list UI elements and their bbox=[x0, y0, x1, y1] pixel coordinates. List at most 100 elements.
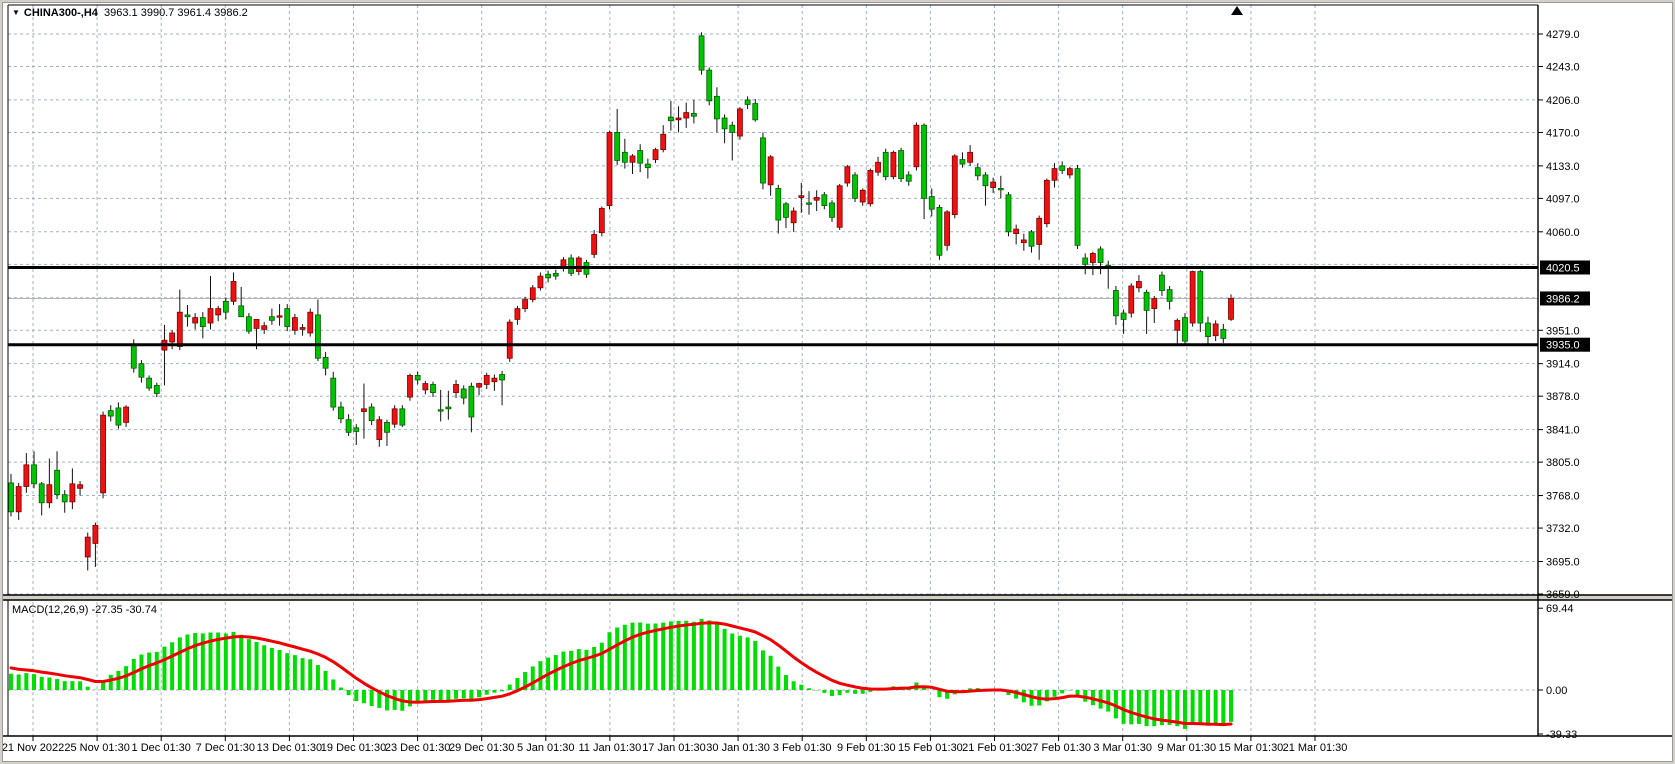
price-axis-label: 3659.0 bbox=[1546, 589, 1580, 601]
candle-body-bull bbox=[391, 408, 398, 425]
price-axis-label: 3695.0 bbox=[1546, 556, 1580, 568]
candle-body-bull bbox=[844, 166, 851, 184]
candle-body-bear bbox=[783, 203, 789, 218]
time-axis-label: 21 Nov 2022 bbox=[3, 742, 64, 754]
candle-body-bull bbox=[299, 327, 306, 330]
candle-body-bear bbox=[338, 406, 344, 420]
candle-body-bull bbox=[859, 189, 866, 203]
candle-body-bear bbox=[414, 375, 421, 381]
macd-axis-label: 0.00 bbox=[1546, 685, 1567, 697]
support-price-tag-text: 3935.0 bbox=[1546, 340, 1580, 352]
candle-body-bear bbox=[1143, 291, 1150, 311]
candle-body-bear bbox=[384, 421, 390, 433]
candle-body-bear bbox=[614, 132, 621, 161]
candle-body-bear bbox=[1159, 274, 1165, 291]
chart-title: ▼ CHINA300-,H4 3963.1 3990.7 3961.4 3986.… bbox=[12, 7, 248, 19]
time-axis-label: 5 Jan 01:30 bbox=[517, 742, 575, 754]
candle-body-bull bbox=[1151, 298, 1158, 309]
macd-main-value: -27.35 bbox=[91, 604, 123, 616]
candle-body-bear bbox=[760, 137, 766, 184]
candle-body-bull bbox=[951, 155, 958, 216]
candle-body-bull bbox=[1051, 168, 1058, 181]
candle-body-bear bbox=[445, 406, 452, 410]
candle-body-bear bbox=[1113, 290, 1119, 317]
candle-body-bear bbox=[138, 363, 145, 378]
candle-body-bear bbox=[974, 167, 981, 177]
candle-body-bear bbox=[38, 483, 45, 504]
candle-body-bull bbox=[491, 377, 498, 383]
candle-body-bull bbox=[215, 308, 222, 316]
price-axis-label: 4243.0 bbox=[1546, 62, 1580, 74]
time-axis[interactable]: 21 Nov 2022 25 Nov 01:30 1 Dec 01:30 7 Dec … bbox=[3, 736, 1347, 754]
candle-body-bull bbox=[261, 325, 268, 330]
candle-body-bull bbox=[867, 169, 874, 205]
candle-body-bull bbox=[813, 197, 820, 201]
candle-body-bear bbox=[345, 419, 352, 433]
candle-body-bull bbox=[192, 317, 199, 324]
candle-body-bear bbox=[222, 300, 229, 313]
candle-body-bear bbox=[468, 385, 475, 418]
candle-body-bear bbox=[31, 464, 37, 485]
price-axis[interactable]: 4279.0 4243.0 4206.0 4170.0 4133.0 4097.0 4060… bbox=[1538, 29, 1590, 601]
candle-body-bear bbox=[852, 174, 858, 199]
candle-body-bull bbox=[361, 408, 367, 412]
macd-signal-line bbox=[9, 621, 1233, 727]
time-axis-label: 25 Nov 01:30 bbox=[64, 742, 129, 754]
macd-axis[interactable]: 69.44 0.00 -39.33 bbox=[1538, 603, 1577, 741]
candle-body-bull bbox=[1212, 323, 1219, 337]
price-axis-label: 4279.0 bbox=[1546, 29, 1580, 41]
time-axis-label: 27 Feb 01:30 bbox=[1026, 742, 1091, 754]
time-axis-label: 23 Dec 01:30 bbox=[385, 742, 450, 754]
price-axis-label: 3732.0 bbox=[1546, 523, 1580, 535]
candle-body-bull bbox=[737, 108, 743, 137]
time-axis-label: 11 Jan 01:30 bbox=[579, 742, 642, 754]
symbol-marker-icon: ▼ bbox=[12, 8, 20, 17]
candle-body-bear bbox=[1097, 248, 1104, 263]
candle-body-bear bbox=[545, 273, 552, 279]
candle-body-bull bbox=[407, 375, 413, 398]
chart-symbol-period: CHINA300-,H4 bbox=[23, 7, 98, 19]
candle-body-bear bbox=[821, 194, 828, 207]
time-axis-label: 3 Feb 01:30 bbox=[773, 742, 832, 754]
candle-body-bear bbox=[775, 188, 782, 221]
candle-body-bull bbox=[944, 211, 951, 246]
candle-body-bear bbox=[460, 388, 467, 399]
price-axis-label: 3768.0 bbox=[1546, 491, 1580, 503]
candle-body-bear bbox=[130, 344, 137, 369]
candle-body-bear bbox=[437, 409, 444, 412]
candle-body-bear bbox=[905, 174, 912, 182]
time-axis-label: 15 Mar 01:30 bbox=[1218, 742, 1283, 754]
candle-body-bull bbox=[1189, 271, 1196, 324]
candle-body-bull bbox=[522, 299, 528, 309]
candle-body-bull bbox=[1013, 228, 1020, 235]
candle-body-bear bbox=[368, 406, 375, 421]
candle-body-bear bbox=[330, 377, 337, 408]
candle-body-bull bbox=[1089, 253, 1096, 263]
candle-body-bull bbox=[506, 321, 513, 359]
candle-body-bear bbox=[1205, 322, 1211, 337]
candle-body-bear bbox=[690, 113, 697, 117]
candle-body-bull bbox=[575, 257, 582, 272]
shift-marker-icon[interactable] bbox=[1231, 6, 1243, 15]
candle-body-bull bbox=[798, 195, 805, 198]
candle-body-bear bbox=[552, 272, 559, 277]
candle-body-bull bbox=[100, 414, 106, 494]
candle-body-bull bbox=[291, 317, 298, 331]
candle-body-bear bbox=[115, 407, 122, 426]
resistance-price-tag bbox=[1540, 260, 1590, 275]
candle-body-bull bbox=[92, 524, 99, 544]
macd-axis-label: -39.33 bbox=[1546, 729, 1577, 741]
candle-body-bear bbox=[706, 69, 713, 102]
candle-body-bull bbox=[276, 315, 283, 318]
candle-body-bull bbox=[514, 308, 521, 320]
candle-body-bear bbox=[268, 316, 275, 321]
candle-body-bull bbox=[598, 207, 605, 234]
candle-body-bull bbox=[675, 117, 682, 121]
panel-divider[interactable] bbox=[3, 595, 1672, 600]
candle-body-bear bbox=[322, 356, 329, 369]
candlestick-chart-canvas[interactable]: 4279.0 4243.0 4206.0 4170.0 4133.0 4097.0 4060… bbox=[3, 3, 1672, 761]
price-axis-label: 3951.0 bbox=[1546, 325, 1580, 337]
candle-body-bull bbox=[15, 486, 22, 513]
candle-body-bull bbox=[1228, 298, 1234, 320]
candle-body-bull bbox=[629, 155, 636, 163]
